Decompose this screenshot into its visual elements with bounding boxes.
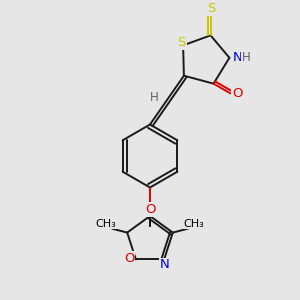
Text: S: S xyxy=(207,2,215,16)
Text: CH₃: CH₃ xyxy=(184,219,204,229)
Text: CH₃: CH₃ xyxy=(96,219,116,229)
Text: S: S xyxy=(177,37,186,50)
Text: O: O xyxy=(232,87,242,100)
Text: O: O xyxy=(124,252,134,265)
Text: N: N xyxy=(160,258,170,271)
Text: N: N xyxy=(233,51,243,64)
Text: H: H xyxy=(150,91,159,104)
Text: H: H xyxy=(242,51,251,64)
Text: O: O xyxy=(145,203,155,216)
